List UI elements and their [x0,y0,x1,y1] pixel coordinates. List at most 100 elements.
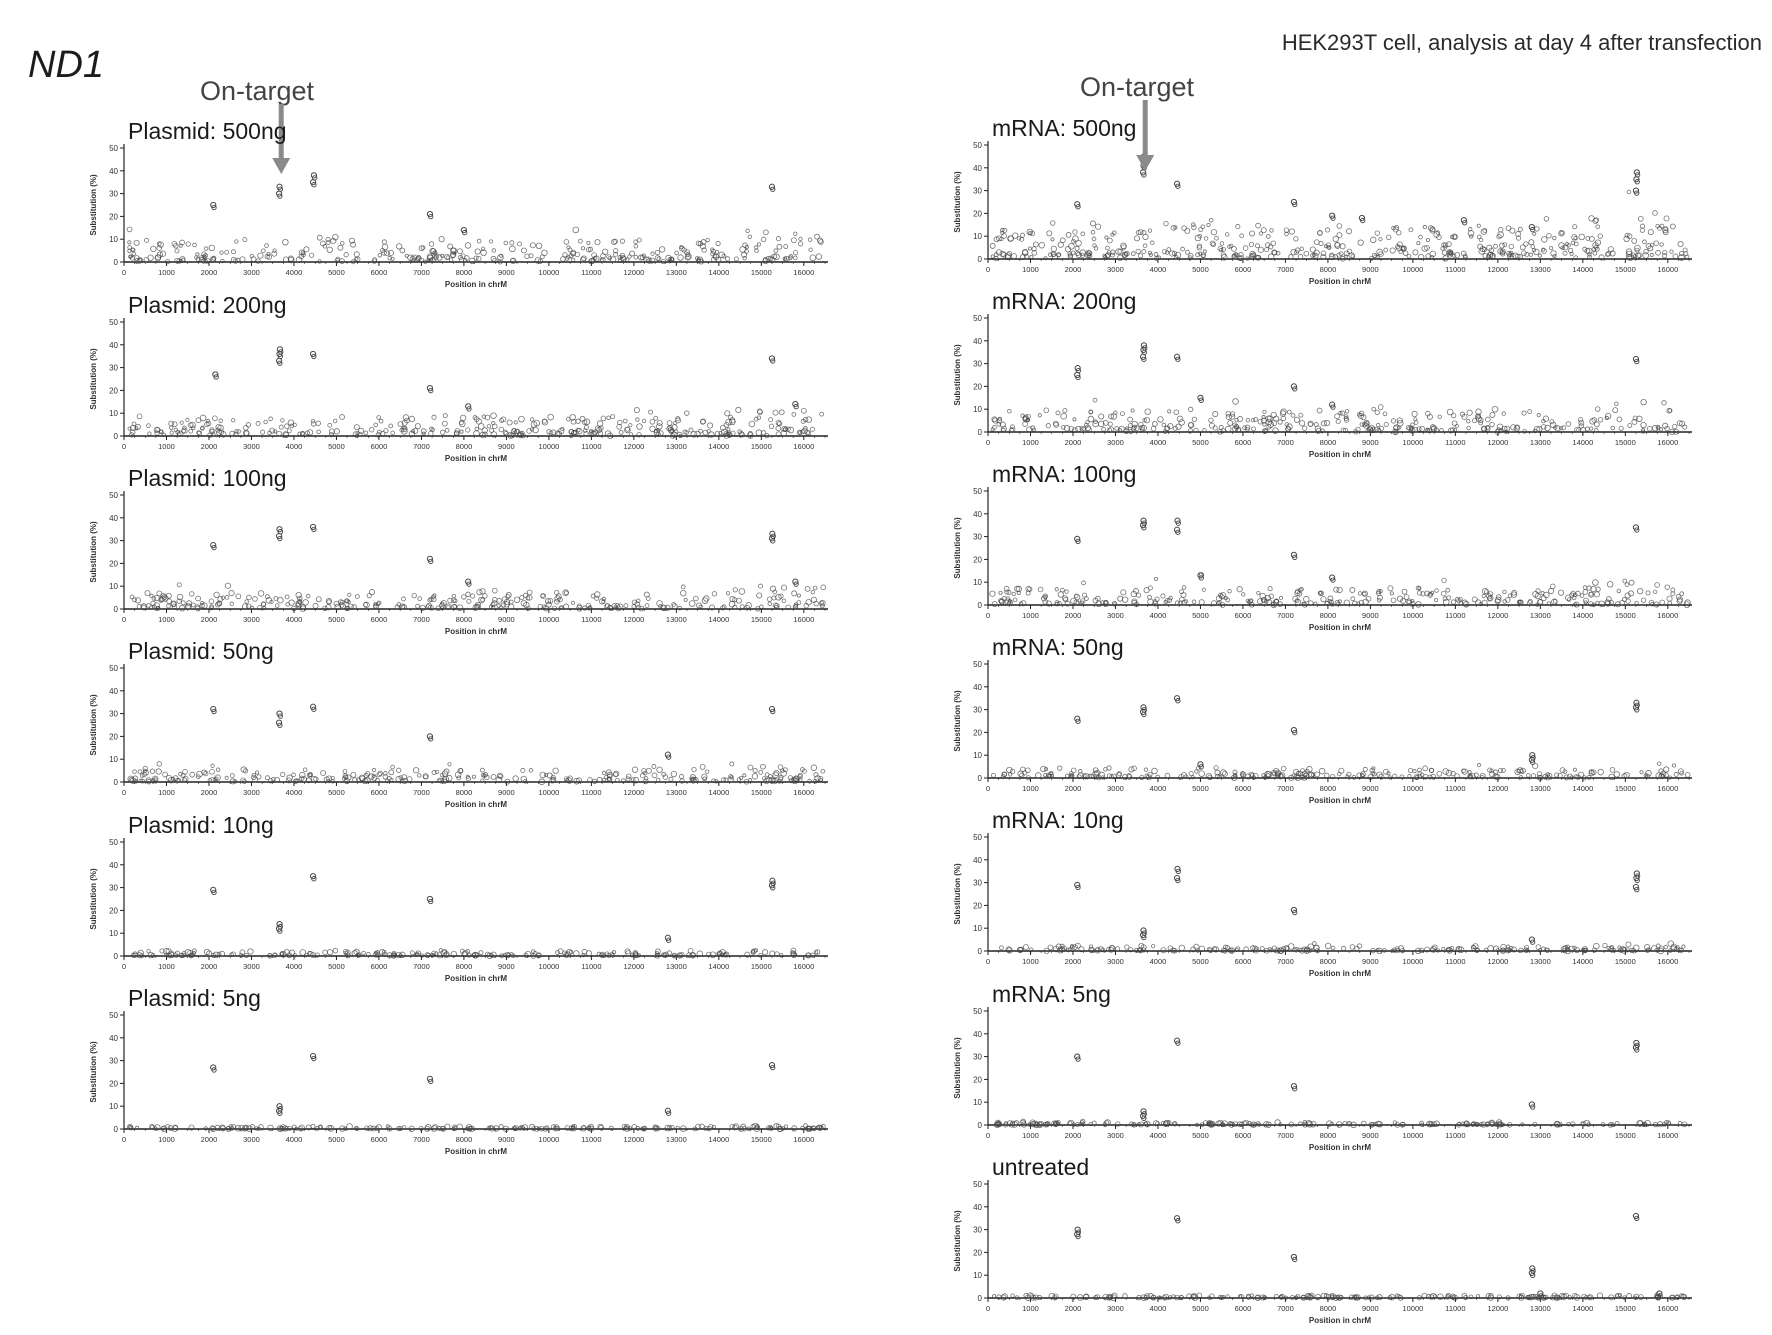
data-point [1376,947,1383,955]
data-point [1297,770,1303,777]
data-point [1330,215,1336,221]
data-point [1392,773,1398,779]
data-point [418,1126,424,1131]
data-point [373,422,379,428]
data-point [1283,945,1290,952]
data-point [1441,946,1446,952]
data-point [1565,421,1572,427]
data-point [1515,235,1522,241]
data-point [1466,409,1473,416]
x-tick-label: 9000 [498,1135,515,1144]
data-point [1107,421,1113,427]
data-point [631,766,639,773]
x-tick-label: 8000 [1320,1131,1337,1140]
data-point [1575,590,1581,597]
data-point [465,591,471,597]
data-point [1230,1121,1235,1127]
data-point [276,710,283,717]
data-point [299,772,306,779]
data-point [149,605,154,610]
data-point [778,409,785,416]
x-tick-label: 1000 [1022,1131,1039,1140]
x-tick-label: 4000 [1150,784,1167,793]
data-point [1608,946,1615,953]
data-point [1387,585,1394,592]
data-point [396,767,402,773]
data-point [1234,418,1239,423]
data-point [653,415,659,421]
data-point [1130,408,1135,413]
data-point [390,952,397,959]
data-point [1536,413,1541,418]
y-axis-label: Substitution (%) [953,1210,962,1272]
data-point [1257,418,1264,425]
y-axis-label: Substitution (%) [953,1037,962,1099]
data-point [1663,215,1670,222]
data-point [1446,595,1452,601]
data-point [591,252,597,258]
data-point [1075,374,1081,381]
data-point [397,421,404,428]
data-point [1429,1121,1435,1127]
data-point [1554,1121,1561,1128]
data-point [573,777,580,785]
data-point [1567,773,1573,780]
x-tick-label: 15000 [1615,265,1636,274]
data-point [633,239,638,245]
data-point [1401,588,1408,595]
data-point [1434,598,1439,603]
data-point [257,252,264,259]
data-point [1637,1120,1644,1127]
data-point [1136,1122,1141,1127]
data-point [1050,237,1055,242]
data-point [799,429,805,435]
data-point [298,253,305,260]
data-point [1542,415,1550,422]
data-point [1535,588,1541,594]
data-point [1629,947,1635,954]
data-point [1098,771,1105,779]
data-point [428,558,434,564]
data-point [451,1126,456,1131]
data-point [536,1126,541,1131]
y-tick-label: 50 [973,1180,982,1189]
data-point [544,772,549,778]
data-point [1028,947,1034,953]
data-point [213,374,219,380]
data-point [350,241,356,248]
data-point [1475,947,1481,953]
data-point [586,247,592,253]
data-point [681,247,687,253]
data-point [361,950,366,956]
data-point [793,602,799,607]
data-point [1510,946,1517,953]
data-point [363,772,369,778]
data-point [1075,204,1081,210]
data-point [149,768,156,774]
x-tick-label: 6000 [371,268,388,277]
data-point [807,778,812,784]
data-point [217,596,224,603]
data-point [1399,1122,1406,1128]
x-tick-label: 3000 [243,615,260,624]
x-tick-label: 0 [986,611,990,620]
data-point [1299,586,1304,592]
data-point [472,952,479,959]
data-point [1530,755,1536,761]
data-point [332,947,339,954]
data-point [1640,398,1647,406]
data-point [1633,169,1640,176]
x-tick-label: 5000 [1192,784,1209,793]
data-point [1006,766,1013,774]
data-point [656,766,663,773]
data-point [626,773,632,780]
data-point [1111,230,1117,236]
data-point [1308,771,1315,778]
data-point [1093,773,1099,780]
data-point [804,429,811,436]
data-point [619,238,626,244]
data-point [178,604,186,612]
data-point [1232,1121,1239,1127]
data-point [1634,873,1641,879]
data-point [1376,598,1382,603]
